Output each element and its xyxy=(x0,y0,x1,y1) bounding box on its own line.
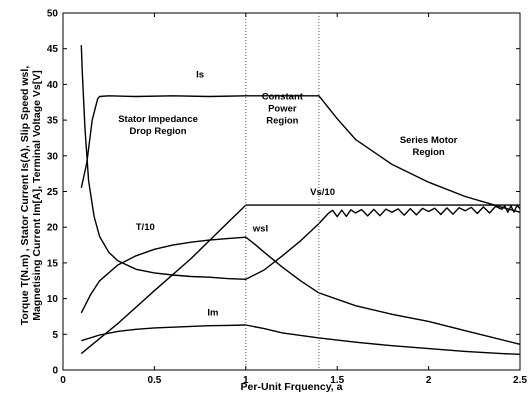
y-axis-label-line-1: Torque T(N.m) , Stator Current Is(A), Sl… xyxy=(19,66,31,325)
y-tick-label: 20 xyxy=(47,223,59,234)
region-annotation-1-line-2: Drop Region xyxy=(130,126,187,137)
y-tick-label: 30 xyxy=(47,151,59,162)
curve-label-wsl: wsl xyxy=(252,223,268,234)
region-annotation-2-line-1: Constant xyxy=(262,91,304,102)
axes: 0 0.5 1 1.5 2 2.5 0 5 10 15 20 25 30 35 40 45 50 xyxy=(47,9,528,387)
series-line-im xyxy=(81,324,521,355)
region-annotation-3-line-2: Region xyxy=(412,147,444,158)
x-tick-label: 1.5 xyxy=(330,375,344,386)
x-tick-label: 0 xyxy=(60,375,66,386)
y-tick-label: 0 xyxy=(52,366,58,377)
y-tick-label: 50 xyxy=(47,9,59,20)
series-line-is xyxy=(80,95,521,213)
region-annotation-2-line-2: Power xyxy=(268,103,297,114)
x-tick-label: 2.5 xyxy=(513,375,527,386)
x-tick-label: 1 xyxy=(243,375,249,386)
y-tick-label: 25 xyxy=(47,187,59,198)
y-axis-label-line-2: Magnetising Current Im[A], Terminal Volt… xyxy=(31,70,43,320)
y-tick-label: 10 xyxy=(47,294,59,305)
series-line-t10 xyxy=(80,236,521,345)
y-tick-label: 40 xyxy=(47,80,59,91)
y-tick-label: 5 xyxy=(52,330,58,341)
y-tick-label: 45 xyxy=(47,44,59,55)
region-annotation-1-line-1: Stator Impedance xyxy=(118,114,198,125)
y-tick-label: 15 xyxy=(47,258,59,269)
curve-label-t10: T/10 xyxy=(136,222,155,233)
x-tick-label: 2 xyxy=(426,375,432,386)
y-tick-label: 35 xyxy=(47,116,59,127)
curve-label-vs10: Vs/10 xyxy=(310,187,335,198)
curve-label-im: Im xyxy=(207,308,218,319)
curve-label-is: Is xyxy=(196,69,204,80)
region-annotation-2-line-3: Region xyxy=(266,115,298,126)
chart-text: Per-Unit Frquency, a Torque T(N.m) , Sta… xyxy=(19,66,343,393)
x-axis-label: Per-Unit Frquency, a xyxy=(241,381,343,393)
series-line-vs10 xyxy=(80,204,520,355)
region-annotation-3-line-1: Series Motor xyxy=(400,135,458,146)
x-tick-label: 0.5 xyxy=(147,375,161,386)
series-line-wsl xyxy=(80,45,521,280)
